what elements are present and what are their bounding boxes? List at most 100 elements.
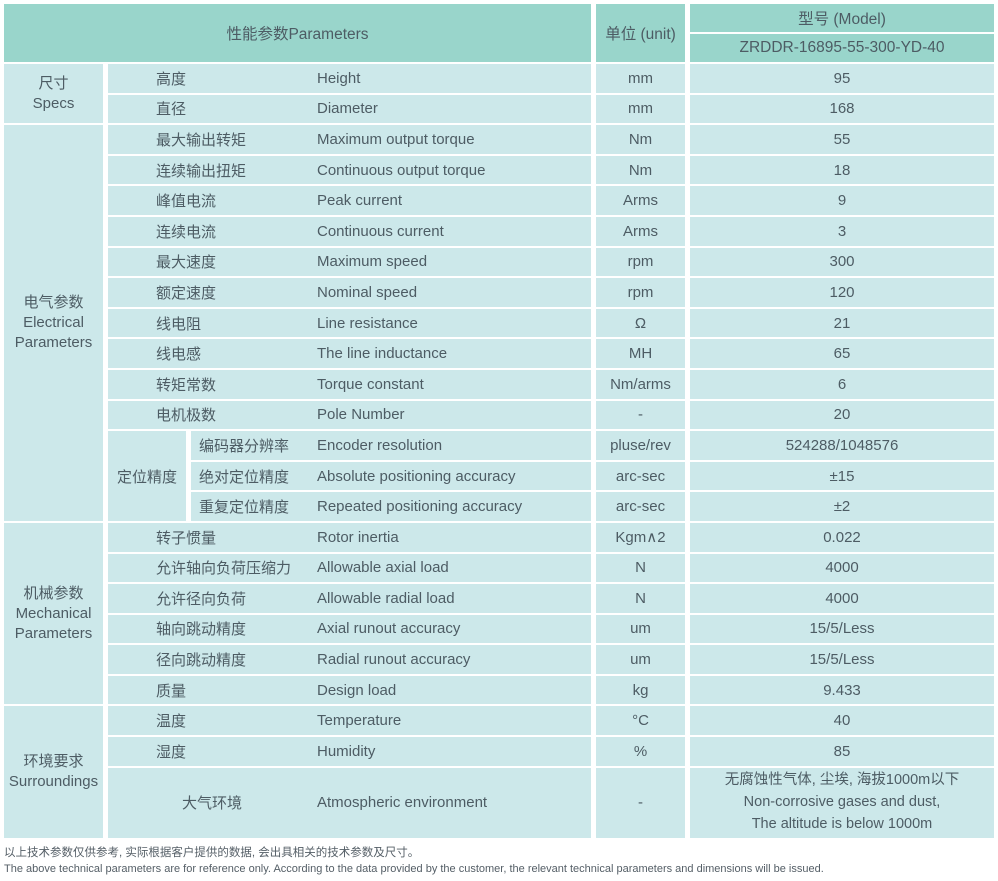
unit-cell: rpm <box>596 247 685 277</box>
param-cn: 编码器分辨率 <box>199 437 290 455</box>
param-en: Allowable axial load <box>317 559 449 577</box>
param-en: Maximum output torque <box>317 130 475 148</box>
param-cn: 最大输出转矩 <box>156 131 247 149</box>
value-cell: 15/5/Less <box>690 614 994 644</box>
unit-cell: Ω <box>596 308 685 338</box>
table-row-humidity: 湿度 Humidity <box>108 737 591 766</box>
table-row-axial-runout: 轴向跳动精度 Axial runout accuracy <box>108 614 591 644</box>
unit-cell: N <box>596 584 685 613</box>
param-cn: 温度 <box>156 713 187 731</box>
value-cell: 9 <box>690 186 994 215</box>
param-en: Atmospheric environment <box>317 794 488 812</box>
param-cn: 允许径向负荷 <box>156 590 247 608</box>
table-row-repeated-accuracy: 重复定位精度 Repeated positioning accuracy <box>191 492 591 521</box>
param-en: Continuous output torque <box>317 161 486 179</box>
unit-cell: Arms <box>596 186 685 215</box>
footer-note-cn: 以上技术参数仅供参考, 实际根据客户提供的数据, 会出具相关的技术参数及尺寸。 <box>4 847 420 859</box>
category-specs: 尺寸 Specs <box>4 64 103 124</box>
param-en: Repeated positioning accuracy <box>317 498 523 516</box>
value-cell-atmospheric: 无腐蚀性气体, 尘埃, 海拔1000m以下 Non-corrosive gase… <box>690 767 994 838</box>
unit-cell: % <box>596 737 685 766</box>
value-cell: 300 <box>690 247 994 277</box>
param-cn: 允许轴向负荷压缩力 <box>156 560 292 578</box>
param-cn: 电机极数 <box>156 407 217 425</box>
param-en: Nominal speed <box>317 283 418 301</box>
param-cn: 连续电流 <box>156 223 217 241</box>
value-cell: 95 <box>690 64 994 93</box>
table-row-rotor-inertia: 转子惯量 Rotor inertia <box>108 522 591 552</box>
value-cell: 168 <box>690 94 994 124</box>
unit-cell: rpm <box>596 278 685 307</box>
unit-cell: Nm <box>596 125 685 154</box>
param-en: Humidity <box>317 742 376 760</box>
table-row-pole-number: 电机极数 Pole Number <box>108 400 591 430</box>
table-row-max-speed: 最大速度 Maximum speed <box>108 247 591 277</box>
footer-notes: 以上技术参数仅供参考, 实际根据客户提供的数据, 会出具相关的技术参数及尺寸。 … <box>4 845 824 878</box>
param-cn: 连续输出扭矩 <box>156 162 247 180</box>
table-row-design-load: 质量 Design load <box>108 675 591 705</box>
table-row-atmospheric: 大气环境 Atmospheric environment <box>108 767 591 838</box>
header-unit: 单位 (unit) <box>596 4 685 62</box>
table-row-cont-current: 连续电流 Continuous current <box>108 216 591 246</box>
param-en: Height <box>317 69 361 87</box>
header-model-value: ZRDDR-16895-55-300-YD-40 <box>690 34 994 62</box>
table-row-max-torque: 最大输出转矩 Maximum output torque <box>108 125 591 154</box>
table-row-line-resistance: 线电阻 Line resistance <box>108 308 591 338</box>
table-row-nominal-speed: 额定速度 Nominal speed <box>108 278 591 307</box>
param-cn: 转矩常数 <box>156 376 217 394</box>
param-en: Torque constant <box>317 375 424 393</box>
value-cell: ±15 <box>690 461 994 491</box>
unit-cell: N <box>596 553 685 583</box>
table-row-temperature: 温度 Temperature <box>108 706 591 736</box>
unit-cell: MH <box>596 339 685 368</box>
param-cn: 绝对定位精度 <box>199 468 290 486</box>
table-row-absolute-accuracy: 绝对定位精度 Absolute positioning accuracy <box>191 461 591 491</box>
header-parameters: 性能参数Parameters <box>4 4 591 62</box>
param-en: Pole Number <box>317 406 405 424</box>
param-en: Encoder resolution <box>317 436 443 454</box>
unit-cell: Nm/arms <box>596 369 685 399</box>
value-cell: 9.433 <box>690 675 994 705</box>
param-en: Radial runout accuracy <box>317 651 471 669</box>
value-cell: 3 <box>690 216 994 246</box>
param-en: Diameter <box>317 100 378 118</box>
unit-cell: um <box>596 645 685 674</box>
table-row-peak-current: 峰值电流 Peak current <box>108 186 591 215</box>
unit-cell: Arms <box>596 216 685 246</box>
param-cn: 转子惯量 <box>156 529 217 547</box>
value-cell: 65 <box>690 339 994 368</box>
unit-cell: - <box>596 400 685 430</box>
header-model-label: 型号 (Model) <box>690 4 994 32</box>
unit-cell: Nm <box>596 155 685 185</box>
param-cn: 线电感 <box>156 346 202 364</box>
param-en: Line resistance <box>317 314 418 332</box>
table-row-cont-torque: 连续输出扭矩 Continuous output torque <box>108 155 591 185</box>
unit-cell: um <box>596 614 685 644</box>
value-cell: 40 <box>690 706 994 736</box>
unit-cell: kg <box>596 675 685 705</box>
value-cell: 20 <box>690 400 994 430</box>
value-cell: 55 <box>690 125 994 154</box>
param-en: Allowable radial load <box>317 589 455 607</box>
unit-cell: - <box>596 767 685 838</box>
value-cell: 524288/1048576 <box>690 431 994 460</box>
param-cn: 重复定位精度 <box>199 499 290 517</box>
footer-note-en: The above technical parameters are for r… <box>4 862 824 875</box>
param-cn: 最大速度 <box>156 254 217 272</box>
param-cn: 径向跳动精度 <box>156 652 247 670</box>
spec-table: 性能参数Parameters 单位 (unit) 型号 (Model) ZRDD… <box>4 4 994 838</box>
category-surroundings: 环境要求 Surroundings <box>4 706 103 838</box>
unit-cell: arc-sec <box>596 461 685 491</box>
param-cn: 质量 <box>156 682 187 700</box>
table-row-radial-load: 允许径向负荷 Allowable radial load <box>108 584 591 613</box>
value-cell: 120 <box>690 278 994 307</box>
param-cn: 峰值电流 <box>156 193 217 211</box>
unit-cell: °C <box>596 706 685 736</box>
value-cell: ±2 <box>690 492 994 521</box>
param-cn: 线电阻 <box>156 315 202 333</box>
unit-cell: mm <box>596 94 685 124</box>
param-en: Absolute positioning accuracy <box>317 467 516 485</box>
table-row-height: 高度 Height <box>108 64 591 93</box>
value-cell: 85 <box>690 737 994 766</box>
subgroup-positioning-accuracy: 定位精度 <box>108 431 186 521</box>
